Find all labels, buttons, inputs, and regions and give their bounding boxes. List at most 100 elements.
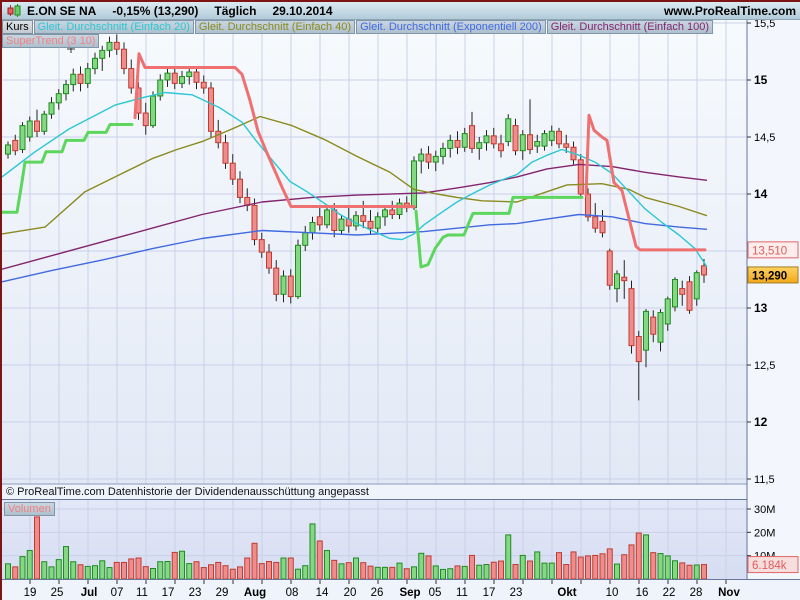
copyright-note: © ProRealTime.com Datenhistorie der Divi…	[6, 486, 369, 498]
volume-bar	[26, 550, 33, 580]
candle-body	[701, 265, 707, 276]
candle-body	[621, 276, 628, 282]
date-axis-label: 19	[24, 587, 37, 599]
volume-bar	[396, 562, 403, 580]
candle-body	[592, 216, 599, 229]
candle-body	[418, 153, 425, 162]
date-axis-label: 28	[690, 587, 703, 599]
date-axis-label: 22	[663, 587, 676, 599]
ma-100-line	[2, 163, 708, 270]
volume-bar	[77, 564, 84, 580]
volume-bar	[179, 550, 185, 580]
candle-body	[179, 76, 185, 84]
volume-bar	[70, 561, 77, 580]
volume-bar	[55, 559, 62, 580]
supertrend-down-segment	[584, 113, 707, 252]
volume-bar	[41, 561, 48, 580]
candle-body	[425, 153, 432, 163]
candle-body	[585, 193, 591, 218]
legend-item-ma-2[interactable]: Gleit. Durchschnitt (Exponentiell 200)	[356, 20, 546, 34]
legend-item-ma-1[interactable]: Gleit. Durchschnitt (Einfach 40)	[194, 20, 356, 34]
volume-bar	[92, 565, 98, 580]
volume-bar	[208, 564, 214, 580]
price-axis-background[interactable]	[747, 20, 800, 580]
volume-bar	[266, 561, 272, 580]
volume-bar	[570, 551, 577, 580]
legend-item-ma-3[interactable]: Gleit. Durchschnitt (Einfach 100)	[546, 20, 714, 34]
volume-bar	[164, 561, 171, 580]
volume-bar	[650, 552, 657, 580]
volume-panel-label: Volumen	[4, 502, 55, 516]
candle-body	[374, 216, 381, 229]
supertrend-up-segment	[414, 195, 584, 269]
main-panel-background[interactable]	[2, 20, 800, 484]
price-axis-label: 13	[754, 301, 768, 315]
candle-body	[628, 288, 635, 347]
legend-item-ma-0[interactable]: Gleit. Durchschnitt (Einfach 20)	[33, 20, 194, 34]
volume-bar	[614, 563, 620, 580]
volume-bar	[527, 560, 533, 580]
date-axis-label: Sep	[399, 587, 420, 599]
volume-bar	[461, 565, 468, 580]
date-axis-label: 05	[429, 587, 442, 599]
volume-bar	[534, 551, 541, 580]
volume-axis-label: 30M	[754, 504, 775, 516]
candle-body	[5, 144, 11, 155]
candle-body	[693, 272, 700, 300]
volume-bar	[150, 568, 156, 580]
title-bar: E.ON SE NA -0,15% (13,290) Täglich 29.10…	[2, 2, 800, 20]
candle-body	[142, 112, 149, 127]
date-axis-label: 16	[636, 587, 649, 599]
volume-bar	[701, 564, 707, 580]
volume-bar	[374, 566, 381, 580]
volume-bar	[505, 534, 512, 580]
candle-body	[577, 159, 584, 195]
last-volume-marker-box	[747, 556, 799, 574]
volume-bar	[411, 566, 417, 580]
candle-body	[606, 250, 613, 286]
volume-bar	[498, 560, 504, 580]
volume-bar	[251, 542, 258, 580]
volume-bar	[345, 562, 352, 580]
volume-bar	[360, 562, 367, 580]
price-change: -0,15% (13,290)	[112, 3, 199, 18]
date-axis-background[interactable]	[2, 580, 800, 600]
volume-bar	[280, 557, 287, 580]
volume-bar	[258, 563, 265, 580]
candle-body	[635, 336, 642, 363]
volume-panel-label-box[interactable]: Volumen	[4, 502, 56, 520]
volume-bar	[541, 562, 548, 580]
volume-bar	[512, 564, 519, 580]
candle-body	[527, 134, 533, 151]
volume-bar	[599, 553, 606, 580]
legend-item-kurs[interactable]: Kurs	[2, 20, 33, 34]
volume-bar	[367, 565, 374, 580]
candle-body	[208, 87, 214, 132]
candle-body	[258, 239, 265, 253]
candle-body	[548, 130, 555, 141]
volume-bar	[382, 566, 388, 580]
candle-body	[55, 93, 62, 104]
volume-bar	[34, 516, 40, 580]
volume-bar	[5, 563, 11, 580]
ma-40-line	[2, 115, 708, 235]
candle-body	[193, 71, 200, 83]
volume-bar	[222, 565, 229, 580]
volume-bar	[48, 566, 55, 580]
candle-body	[63, 84, 69, 95]
candle-body	[222, 142, 229, 164]
legend-item-supertrend[interactable]: SuperTrend (3 10)	[2, 34, 100, 48]
candle-body	[512, 125, 519, 152]
date-axis-label: 23	[510, 587, 523, 599]
candle-body	[534, 141, 541, 147]
volume-bar	[469, 554, 475, 580]
candle-body	[26, 120, 33, 138]
candle-body	[251, 204, 258, 241]
date-axis-label: Okt	[557, 587, 576, 599]
volume-bar	[693, 564, 700, 580]
volume-bar	[577, 556, 584, 580]
price-axis-label: 14	[754, 187, 768, 201]
candle-body	[657, 312, 664, 343]
candle-body	[295, 244, 301, 298]
